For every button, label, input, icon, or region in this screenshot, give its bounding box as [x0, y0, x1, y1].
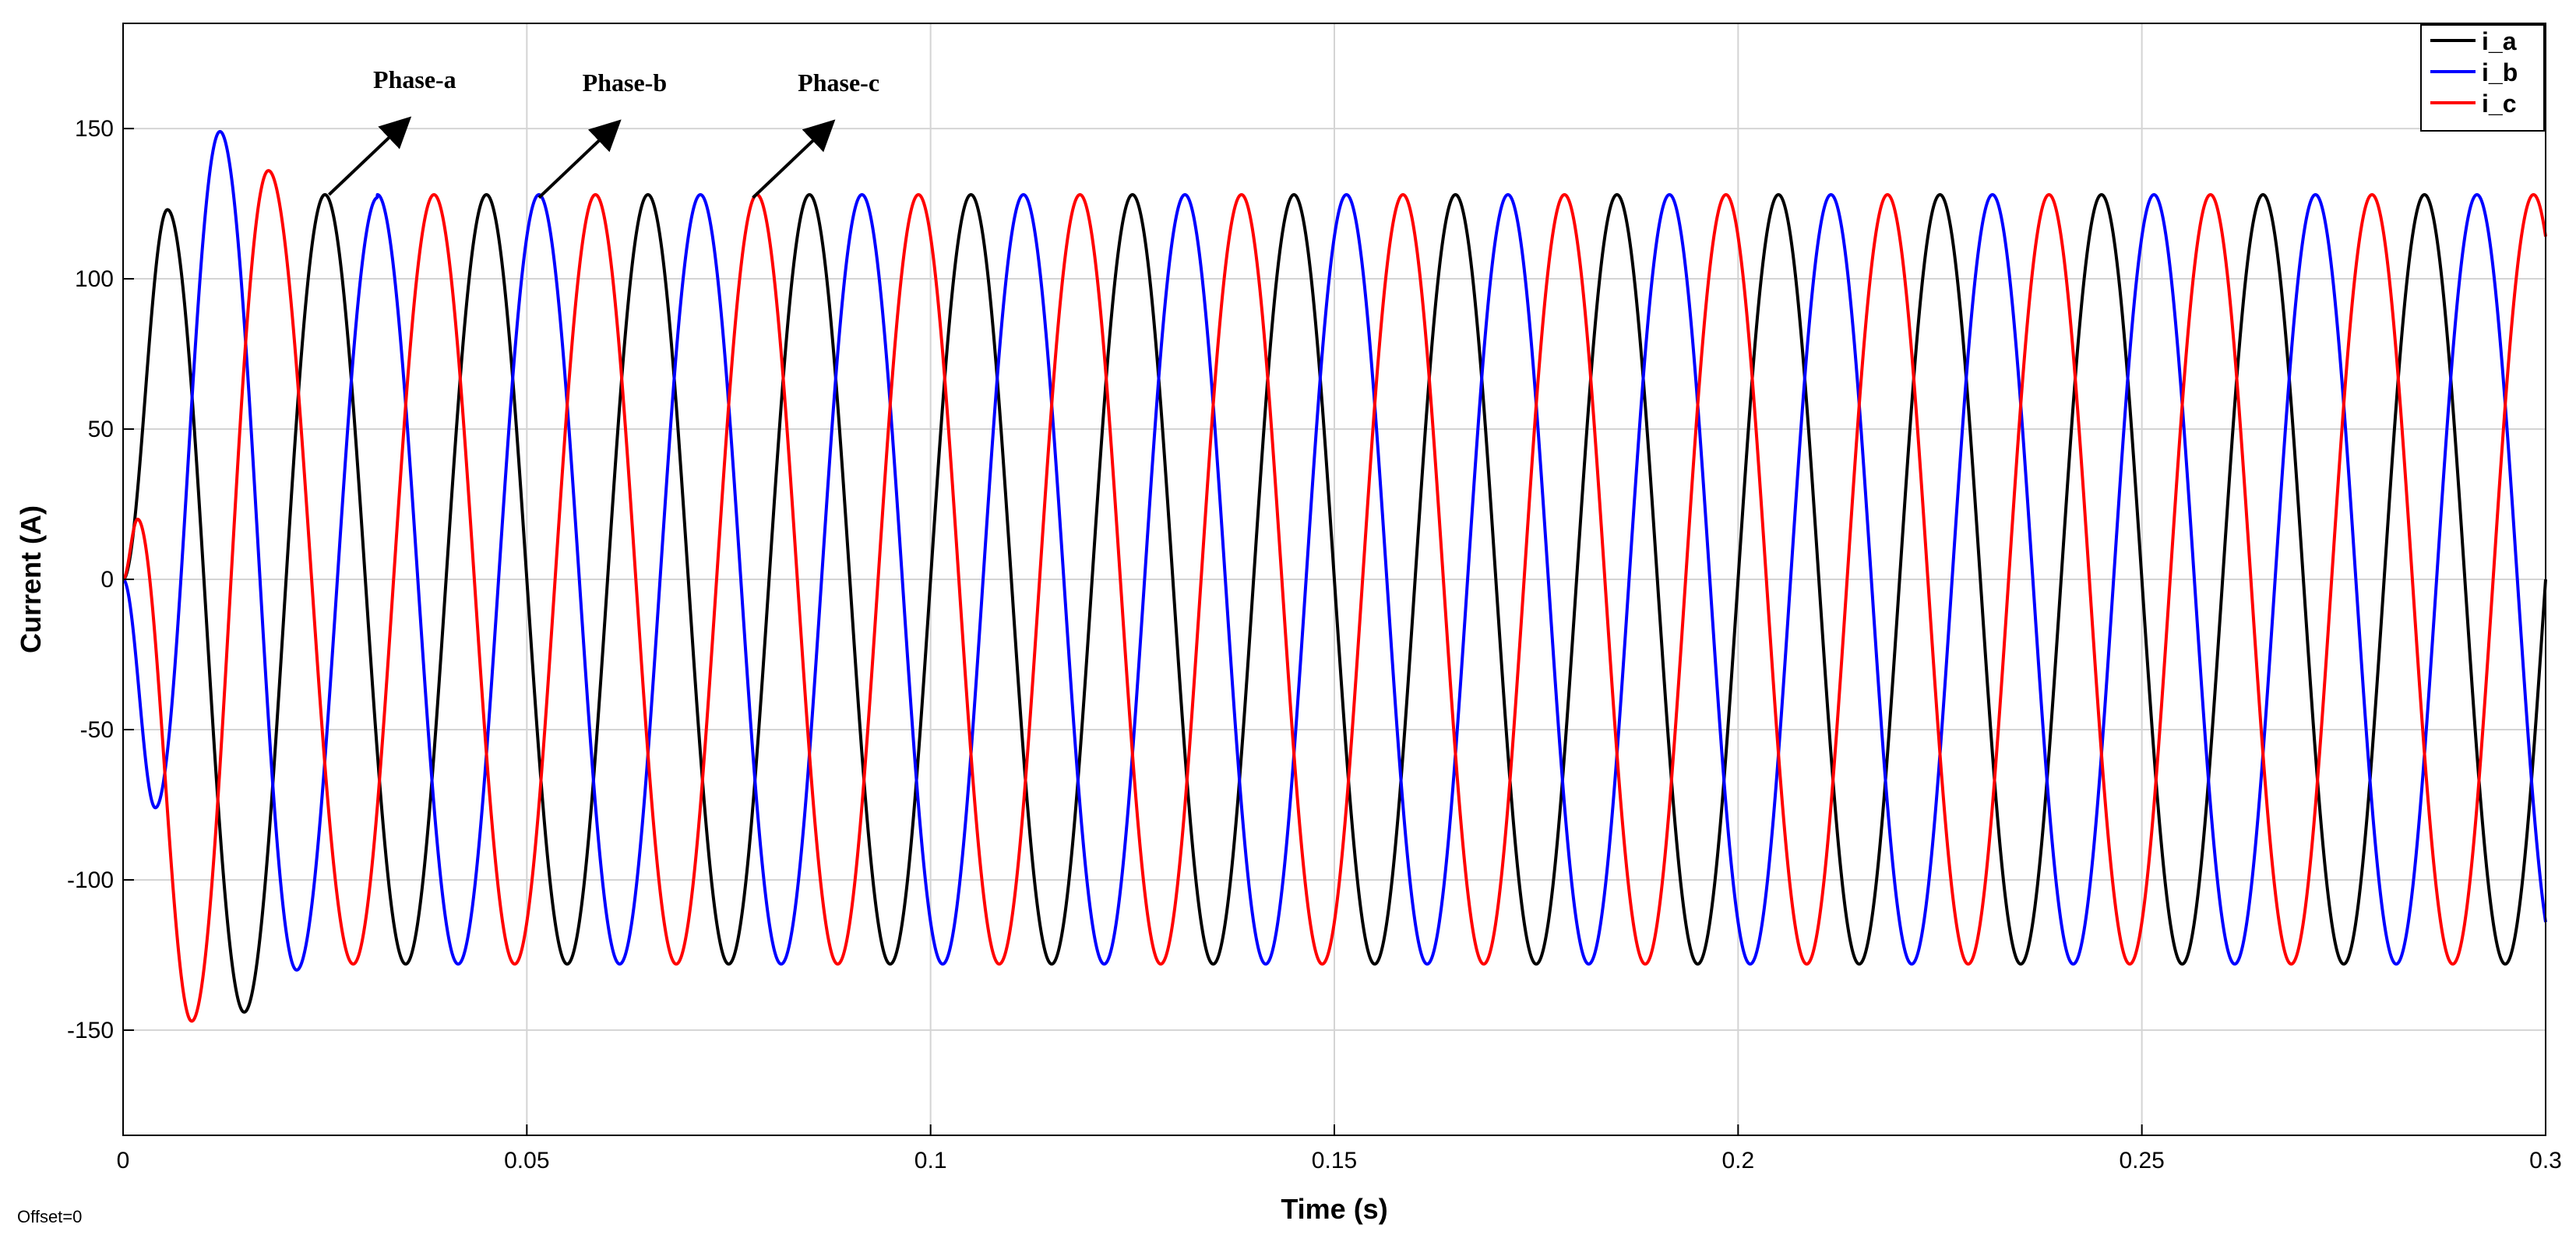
y-tick-label: 0	[100, 567, 114, 593]
y-tick-label: -100	[67, 867, 114, 893]
x-tick-label: 0.1	[914, 1148, 947, 1173]
legend-label: i_b	[2482, 58, 2518, 86]
annotations: Phase-a Phase-b Phase-c	[327, 65, 879, 199]
series-line-i-c	[122, 169, 2547, 1023]
y-tick-label: -50	[80, 717, 114, 743]
x-tick-label: 0.15	[1312, 1148, 1357, 1173]
x-tick-label: 0.25	[2119, 1148, 2164, 1173]
annotation-arrow-2	[537, 119, 622, 199]
y-axis-label: Current (A)	[15, 505, 47, 653]
y-tick-label: 150	[75, 116, 114, 142]
legend-label: i_c	[2482, 90, 2516, 118]
y-tick-label: 50	[88, 417, 114, 442]
x-tick-label: 0	[117, 1148, 130, 1173]
series-group	[122, 129, 2547, 1023]
offset-label: Offset=0	[17, 1207, 82, 1226]
x-tick-label: 0.2	[1721, 1148, 1754, 1173]
annotation-label-2: Phase-b	[583, 69, 667, 97]
annotation-label-1: Phase-a	[373, 65, 456, 93]
x-tick-label: 0.3	[2529, 1148, 2562, 1173]
series-line-i-b	[122, 129, 2547, 972]
x-tick-label: 0.05	[504, 1148, 549, 1173]
legend-box	[2420, 24, 2545, 132]
legend: i_a i_b i_c	[2420, 24, 2545, 132]
annotation-arrow-3	[752, 119, 836, 199]
ticks: 0 0.05 0.1 0.15 0.2 0.25 0.3 -150 -100 -50 0 50 100 1…	[67, 116, 2562, 1173]
annotation-arrow-1	[327, 116, 412, 196]
legend-label: i_a	[2482, 27, 2517, 55]
annotation-label-3: Phase-c	[798, 69, 879, 97]
series-line-i-a	[122, 192, 2547, 1014]
y-tick-label: 100	[75, 266, 114, 292]
y-tick-label: -150	[67, 1018, 114, 1043]
x-axis-label: Time (s)	[1281, 1193, 1387, 1225]
